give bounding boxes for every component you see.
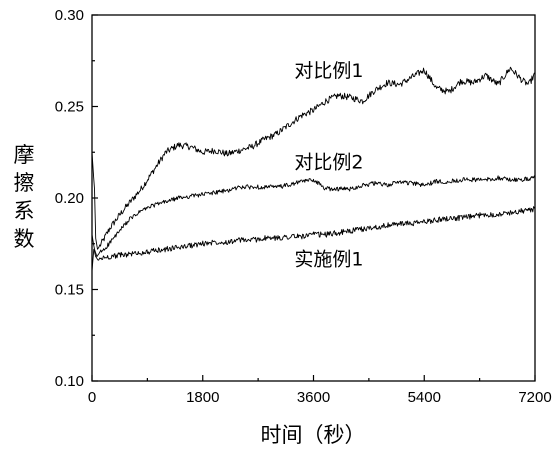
x-axis-title: 时间（秒）: [261, 423, 366, 447]
y-tick-label: 0.20: [55, 190, 84, 207]
y-tick-label: 0.15: [55, 282, 84, 299]
series-label-1: 对比例1: [294, 60, 363, 82]
y-tick-label: 0.30: [55, 7, 84, 24]
x-tick-label: 3600: [297, 389, 330, 406]
y-tick-label: 0.25: [55, 99, 84, 116]
series-label-3: 实施例1: [294, 249, 363, 271]
y-axis-title: 摩擦系数: [14, 143, 35, 251]
x-tick-label: 1800: [186, 389, 219, 406]
series-label-2: 对比例2: [294, 152, 363, 174]
x-tick-label: 0: [88, 389, 96, 406]
y-tick-label: 0.10: [55, 373, 84, 390]
x-tick-label: 7200: [518, 389, 551, 406]
series-labels: 对比例1 对比例2 实施例1: [294, 60, 363, 270]
x-tick-label: 5400: [408, 389, 441, 406]
